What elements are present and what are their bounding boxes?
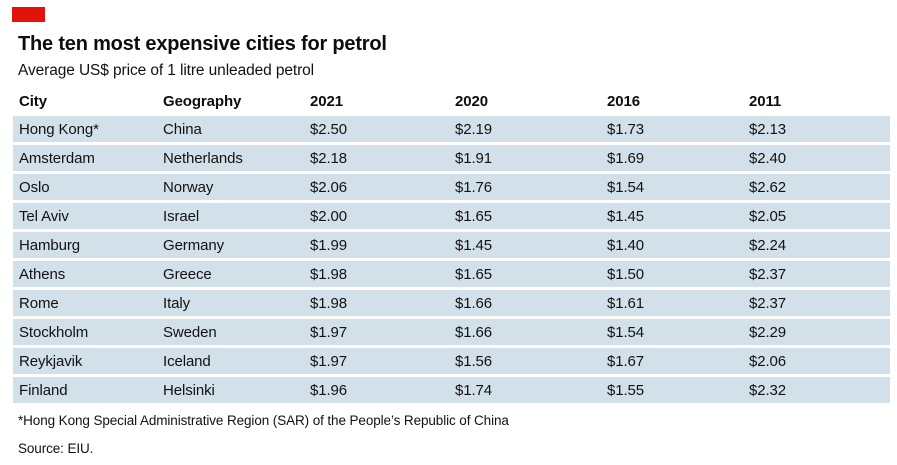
table-cell: China (157, 116, 304, 142)
table-row: Hong Kong* China $2.50 $2.19 $1.73 $2.13 (13, 116, 890, 142)
column-header: 2021 (310, 92, 343, 110)
table-cell: $1.97 (304, 319, 449, 345)
table-cell: $1.99 (304, 232, 449, 258)
column-header: City (19, 92, 47, 110)
table-cell: $1.54 (601, 174, 743, 200)
column-header: 2011 (749, 92, 782, 110)
table-cell: $2.32 (743, 377, 890, 403)
table-cell: $1.45 (449, 232, 601, 258)
table-cell: $1.98 (304, 290, 449, 316)
table-cell: Sweden (157, 319, 304, 345)
table-cell: $2.05 (743, 203, 890, 229)
table-cell: Norway (157, 174, 304, 200)
table-cell: $1.50 (601, 261, 743, 287)
table-cell: $2.00 (304, 203, 449, 229)
table-cell: $2.37 (743, 290, 890, 316)
table-cell: $2.37 (743, 261, 890, 287)
table-cell: Iceland (157, 348, 304, 374)
table-row: Oslo Norway $2.06 $1.76 $1.54 $2.62 (13, 174, 890, 200)
table-cell: $2.62 (743, 174, 890, 200)
table-cell: Hong Kong* (13, 116, 157, 142)
petrol-price-table: City Geography 2021 2020 2016 2011 Hong Kong*… (13, 86, 890, 406)
economist-red-tab-logo (12, 7, 45, 22)
table-row: Finland Helsinki $1.96 $1.74 $1.55 $2.32 (13, 377, 890, 403)
table-cell: $1.55 (601, 377, 743, 403)
table-cell: $1.66 (449, 319, 601, 345)
table-cell: Netherlands (157, 145, 304, 171)
table-cell: Israel (157, 203, 304, 229)
table-cell: Oslo (13, 174, 157, 200)
table-cell: $1.65 (449, 261, 601, 287)
table-cell: $1.91 (449, 145, 601, 171)
table-cell: $1.67 (601, 348, 743, 374)
table-cell: Italy (157, 290, 304, 316)
table-body: Hong Kong* China $2.50 $2.19 $1.73 $2.13 Amste… (13, 116, 890, 403)
table-header-row: City Geography 2021 2020 2016 2011 (13, 89, 890, 113)
table-cell: $2.50 (304, 116, 449, 142)
table-cell: Rome (13, 290, 157, 316)
table-row: Athens Greece $1.98 $1.65 $1.50 $2.37 (13, 261, 890, 287)
table-cell: $1.45 (601, 203, 743, 229)
table-cell: $2.19 (449, 116, 601, 142)
source: Source: EIU. (18, 441, 94, 456)
table-cell: $2.13 (743, 116, 890, 142)
table-cell: Greece (157, 261, 304, 287)
table-row: Hamburg Germany $1.99 $1.45 $1.40 $2.24 (13, 232, 890, 258)
table-cell: $1.54 (601, 319, 743, 345)
table-cell: $1.98 (304, 261, 449, 287)
table-row: Amsterdam Netherlands $2.18 $1.91 $1.69 $2.40 (13, 145, 890, 171)
table-cell: Stockholm (13, 319, 157, 345)
table-cell: Germany (157, 232, 304, 258)
table-cell: $1.69 (601, 145, 743, 171)
table-cell: $2.06 (743, 348, 890, 374)
table-cell: Finland (13, 377, 157, 403)
table-cell: $2.29 (743, 319, 890, 345)
table-cell: Tel Aviv (13, 203, 157, 229)
footnote: *Hong Kong Special Administrative Region… (18, 413, 509, 428)
table-cell: $1.65 (449, 203, 601, 229)
chart-subtitle: Average US$ price of 1 litre unleaded pe… (18, 62, 315, 79)
column-header: 2016 (607, 92, 640, 110)
table-cell: $1.76 (449, 174, 601, 200)
table-row: Stockholm Sweden $1.97 $1.66 $1.54 $2.29 (13, 319, 890, 345)
column-header: 2020 (455, 92, 488, 110)
table-cell: $2.06 (304, 174, 449, 200)
table-cell: $1.97 (304, 348, 449, 374)
table-cell: $1.66 (449, 290, 601, 316)
table-row: Rome Italy $1.98 $1.66 $1.61 $2.37 (13, 290, 890, 316)
table-cell: $1.74 (449, 377, 601, 403)
table-cell: $2.40 (743, 145, 890, 171)
table-cell: Athens (13, 261, 157, 287)
table-cell: $2.18 (304, 145, 449, 171)
table-cell: $1.56 (449, 348, 601, 374)
table-cell: Hamburg (13, 232, 157, 258)
table-row: Reykjavik Iceland $1.97 $1.56 $1.67 $2.06 (13, 348, 890, 374)
table-cell: $1.96 (304, 377, 449, 403)
table-row: Tel Aviv Israel $2.00 $1.65 $1.45 $2.05 (13, 203, 890, 229)
column-header: Geography (163, 92, 242, 110)
table-cell: Helsinki (157, 377, 304, 403)
table-cell: Reykjavik (13, 348, 157, 374)
table-cell: $1.40 (601, 232, 743, 258)
table-cell: $1.61 (601, 290, 743, 316)
table-cell: $2.24 (743, 232, 890, 258)
table-cell: Amsterdam (13, 145, 157, 171)
chart-title: The ten most expensive cities for petrol (18, 33, 387, 55)
table-cell: $1.73 (601, 116, 743, 142)
